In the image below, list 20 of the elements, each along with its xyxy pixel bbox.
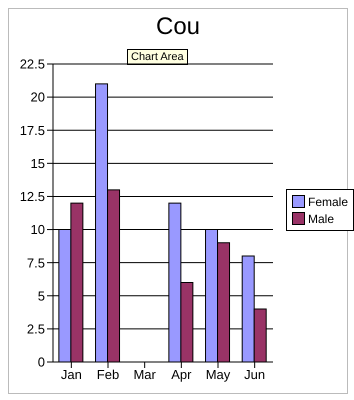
y-tick-label: 15 bbox=[30, 156, 45, 171]
x-tick-label: May bbox=[206, 367, 231, 382]
x-tick-label: Mar bbox=[133, 367, 157, 382]
text: Chart Area bbox=[127, 49, 188, 65]
legend-label: Male bbox=[308, 212, 334, 226]
y-tick-label: 0 bbox=[38, 354, 45, 370]
y-tick-label: 10 bbox=[30, 222, 45, 238]
y-tick-label: 7.5 bbox=[26, 255, 45, 270]
y-tick-label: 17.5 bbox=[20, 122, 45, 138]
x-tick-label: Jun bbox=[244, 367, 266, 382]
y-tick-label: 5 bbox=[38, 288, 45, 304]
chart-title: Cou bbox=[154, 13, 202, 41]
legend-label: Female bbox=[308, 194, 348, 208]
x-tick-label: Apr bbox=[171, 367, 192, 382]
y-tick-label: 22.5 bbox=[20, 56, 45, 72]
y-tick-label: 12.5 bbox=[20, 189, 45, 204]
x-tick-label: Feb bbox=[96, 367, 120, 382]
x-tick-label: Jan bbox=[60, 367, 82, 382]
y-tick-label: 2.5 bbox=[26, 322, 45, 337]
y-tick-label: 20 bbox=[30, 90, 45, 105]
